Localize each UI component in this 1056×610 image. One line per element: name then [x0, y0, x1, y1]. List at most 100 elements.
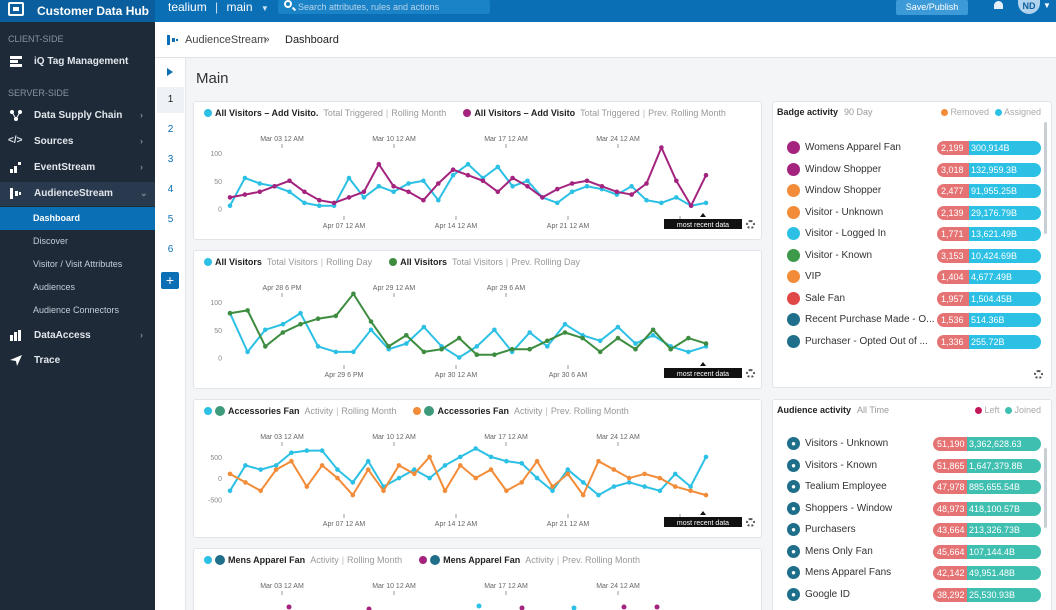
list-item[interactable]: Visitor - Logged In 1,771 13,621.49B	[783, 224, 1045, 244]
data-point[interactable]	[650, 327, 656, 333]
data-point[interactable]	[488, 467, 494, 472]
data-point[interactable]	[650, 333, 656, 338]
data-point[interactable]	[474, 352, 480, 357]
data-point[interactable]	[688, 203, 694, 208]
data-point[interactable]	[629, 192, 634, 197]
data-point[interactable]	[633, 341, 638, 346]
data-point[interactable]	[245, 308, 250, 313]
tab-6[interactable]: 6	[167, 244, 174, 255]
add-tab-button[interactable]: +	[161, 272, 179, 289]
data-point[interactable]	[289, 450, 294, 455]
data-point[interactable]	[427, 454, 432, 460]
data-point[interactable]	[495, 164, 501, 170]
data-point[interactable]	[597, 338, 603, 344]
data-point[interactable]	[596, 492, 601, 498]
data-point[interactable]	[580, 335, 585, 341]
data-point[interactable]	[458, 463, 463, 468]
data-point[interactable]	[492, 327, 497, 333]
data-point[interactable]	[657, 475, 663, 481]
data-point[interactable]	[245, 349, 250, 355]
data-point[interactable]	[346, 175, 352, 181]
expand-play-icon[interactable]	[167, 68, 173, 76]
list-item[interactable]: ● Purchasers 43,664 213,326.73B	[783, 520, 1045, 540]
data-point[interactable]	[525, 184, 530, 189]
data-point[interactable]	[550, 484, 555, 489]
data-point[interactable]	[703, 341, 709, 346]
breadcrumb-parent[interactable]: AudienceStream	[185, 34, 267, 46]
notification-bell-icon[interactable]	[994, 1, 1003, 9]
data-point[interactable]	[569, 181, 575, 186]
sidebar-item-audiencestream[interactable]: AudienceStream ⌄	[0, 182, 155, 206]
data-point[interactable]	[365, 458, 371, 464]
list-item[interactable]: Purchaser - Opted Out of ... 1,336 255.72B	[783, 332, 1045, 352]
sidebar-item-data-supply-chain[interactable]: Data Supply Chain ›	[0, 104, 155, 128]
user-avatar[interactable]: ND	[1018, 0, 1040, 14]
data-point[interactable]	[335, 475, 340, 481]
sidebar-item-sources[interactable]: </> Sources ›	[0, 130, 155, 154]
list-item[interactable]: ● Mens Only Fan 45,664 107,144.4B	[783, 542, 1045, 562]
data-point[interactable]	[304, 448, 310, 453]
list-item[interactable]: Visitor - Unknown 2,139 29,176.79B	[783, 203, 1045, 223]
data-point[interactable]	[365, 467, 371, 472]
tab-3[interactable]: 3	[167, 154, 174, 165]
list-item[interactable]: ● Google ID 38,292 25,530.93B	[783, 585, 1045, 605]
data-point[interactable]	[304, 484, 310, 489]
data-point[interactable]	[456, 335, 462, 341]
data-point[interactable]	[674, 195, 679, 200]
data-point[interactable]	[673, 471, 678, 477]
data-point[interactable]	[659, 145, 664, 150]
data-point[interactable]	[404, 333, 409, 338]
data-point[interactable]	[368, 319, 374, 324]
data-point[interactable]	[319, 463, 325, 468]
data-point[interactable]	[257, 189, 263, 195]
data-point[interactable]	[703, 200, 709, 206]
data-point[interactable]	[368, 327, 374, 333]
data-point[interactable]	[458, 454, 463, 460]
data-point[interactable]	[421, 178, 426, 184]
data-point[interactable]	[580, 480, 586, 485]
data-point[interactable]	[534, 458, 540, 464]
gear-icon[interactable]	[746, 518, 755, 527]
data-point[interactable]	[273, 463, 279, 468]
data-point[interactable]	[510, 184, 515, 189]
data-point[interactable]	[580, 492, 586, 498]
data-point[interactable]	[562, 330, 568, 335]
data-point[interactable]	[495, 189, 501, 195]
data-point[interactable]	[227, 203, 233, 208]
data-point[interactable]	[688, 484, 693, 489]
data-point[interactable]	[674, 178, 679, 184]
data-point[interactable]	[584, 178, 590, 184]
sidebar-subitem-discover[interactable]: Discover	[0, 230, 155, 253]
data-point[interactable]	[504, 488, 509, 494]
data-point[interactable]	[376, 161, 382, 167]
search-box[interactable]	[278, 0, 490, 14]
data-point[interactable]	[519, 480, 524, 485]
data-point[interactable]	[611, 467, 617, 472]
data-point[interactable]	[492, 352, 497, 357]
data-point[interactable]	[644, 181, 649, 186]
data-point[interactable]	[703, 172, 709, 178]
data-point[interactable]	[427, 475, 432, 481]
list-item[interactable]: ● Visitors - Unknown 51,190 3,362,628.63	[783, 434, 1045, 454]
data-point[interactable]	[525, 178, 530, 184]
sidebar-subitem-audience-connectors[interactable]: Audience Connectors	[0, 299, 155, 322]
save-publish-button[interactable]: Save/Publish	[896, 0, 968, 15]
data-point[interactable]	[436, 197, 441, 203]
data-point[interactable]	[280, 321, 286, 327]
data-point[interactable]	[555, 186, 560, 192]
gear-icon[interactable]	[746, 220, 755, 229]
data-point[interactable]	[519, 461, 524, 466]
data-point[interactable]	[659, 200, 664, 206]
data-point[interactable]	[562, 321, 568, 327]
data-point[interactable]	[396, 475, 402, 481]
data-point[interactable]	[550, 488, 555, 494]
user-menu-chevron-icon[interactable]: ▼	[1043, 1, 1051, 10]
data-point[interactable]	[596, 458, 601, 464]
data-point[interactable]	[335, 467, 340, 472]
data-point[interactable]	[319, 448, 325, 453]
data-point[interactable]	[298, 310, 303, 316]
data-point[interactable]	[227, 471, 233, 477]
sidebar-item-eventstream[interactable]: EventStream ›	[0, 156, 155, 180]
data-point[interactable]	[421, 197, 426, 203]
data-point[interactable]	[442, 463, 448, 468]
